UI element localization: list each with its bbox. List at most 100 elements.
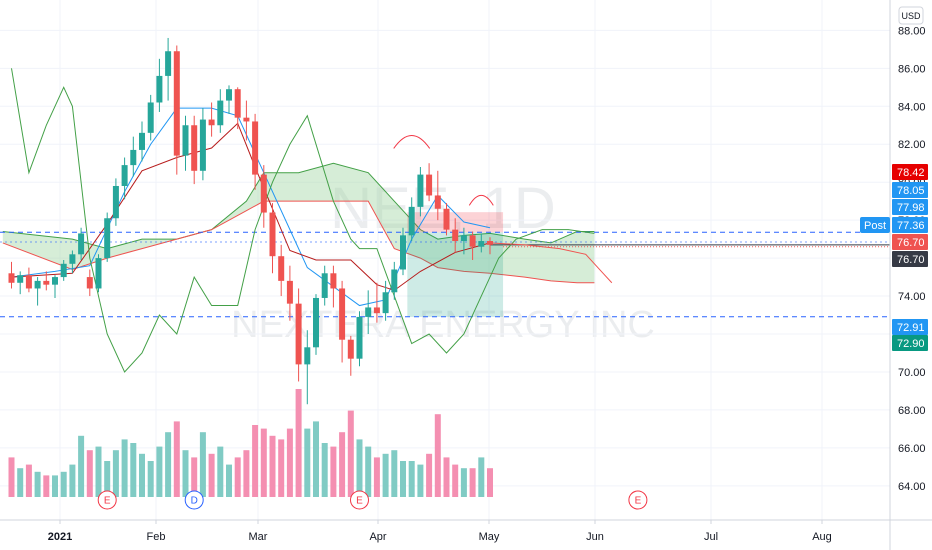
candle-body [52,277,58,285]
watermark-company-name: NEXTERA ENERGY INC [231,304,655,346]
time-tick-label: Jun [586,531,604,543]
volume-bar [269,435,276,497]
candle-body [43,280,50,285]
candle-body [199,119,206,171]
candle-body [234,89,241,118]
volume-bar [304,428,311,497]
position-tag-label: Post [864,220,886,232]
currency-badge[interactable]: USD [898,6,924,25]
event-circle [628,490,648,510]
volume-bar [182,450,189,497]
volume-bar [217,446,224,497]
candle-body [78,233,85,255]
candle-body [443,208,450,230]
candle-body [452,229,459,242]
candle-body [34,280,41,289]
candle-body [147,102,154,133]
watermark-symbol: NEE, 1D [330,176,556,241]
volume-bar [321,443,328,497]
volume-bar [330,446,337,497]
price-badge-label: 78.42 [897,167,925,179]
price-badge [892,319,928,335]
volume-bar [43,475,50,497]
candle-body [356,316,363,359]
volume-bar [95,446,102,497]
price-badge [892,164,928,180]
volume-bar [60,471,67,497]
time-tick-label: Mar [249,531,268,543]
drawn-arc [393,134,431,149]
volume-bar [356,439,363,497]
event-marker-e[interactable]: E [350,490,369,510]
event-circle [97,490,117,510]
price-badge [892,182,928,198]
candle-body [339,288,346,340]
volume-bar [199,432,206,497]
event-label: D [191,496,198,507]
time-tick-label: Aug [812,531,832,543]
price-tick-label: 88.00 [898,25,926,37]
volume-bar [339,432,346,497]
candle-body [487,241,493,245]
volume-bar [443,457,450,497]
price-candles [8,37,493,405]
price-badge-label: 78.05 [897,185,925,197]
event-marker-e[interactable]: E [628,490,648,510]
candle-body [313,297,319,348]
candle-body [434,195,441,209]
volume-bar [112,450,119,497]
volume-bar [373,457,380,497]
price-badge [892,217,928,233]
volume-bar [365,446,372,497]
candle-body [252,121,259,175]
candle-body [400,235,406,270]
candle-body [217,100,224,126]
price-badge [892,234,928,250]
candle-body [208,119,215,126]
volume-bar [17,468,24,497]
candle-body [460,235,467,242]
volume-bar [8,457,15,497]
volume-bar [260,428,267,497]
candle-body [8,273,15,283]
position-tag[interactable]: Post [860,217,890,233]
volume-bar [417,464,424,497]
price-labels: 78.42 78.05 77.98 77.36 76.70 76.70 72.91 72.90… [860,164,928,351]
candle-body [165,51,172,76]
candle-body [69,254,76,264]
candle-body [478,241,485,247]
volume-bar [78,435,85,497]
price-badge-label: 72.90 [897,338,925,350]
watermark: NEE, 1D NEXTERA ENERGY INC [231,176,655,346]
volume-bar [347,410,354,497]
candle-body [426,174,433,196]
candle-body [139,132,145,150]
volume-bar [434,414,441,497]
currency-label: USD [901,11,921,21]
candle-body [304,347,311,365]
time-tick-label: Feb [147,531,166,543]
volume-bar [400,461,406,497]
volume-bar [286,428,293,497]
volume-bar [156,446,163,497]
candle-body [130,149,137,166]
event-marker-d[interactable]: D [184,490,204,510]
price-axis[interactable]: 64.0066.0068.0070.0072.0074.0076.0078.00… [889,0,926,550]
candle-body [391,269,398,293]
volume-bar [234,457,241,497]
volume-bar [391,450,398,497]
time-axis[interactable]: 2021 Feb Mar Apr May Jun Jul Aug [0,519,932,543]
drawn-arc [468,194,494,206]
leading-span-b [2,200,595,284]
event-marker-e[interactable]: E [97,490,117,510]
price-tick-label: 64.00 [898,481,926,493]
position-tag-bg [860,217,890,233]
volume-bar [469,468,476,497]
candle-body [17,275,24,283]
volume-bar [147,461,154,497]
price-badge-label: 76.70 [897,254,925,266]
event-circle [184,490,204,510]
candle-body [260,174,267,213]
